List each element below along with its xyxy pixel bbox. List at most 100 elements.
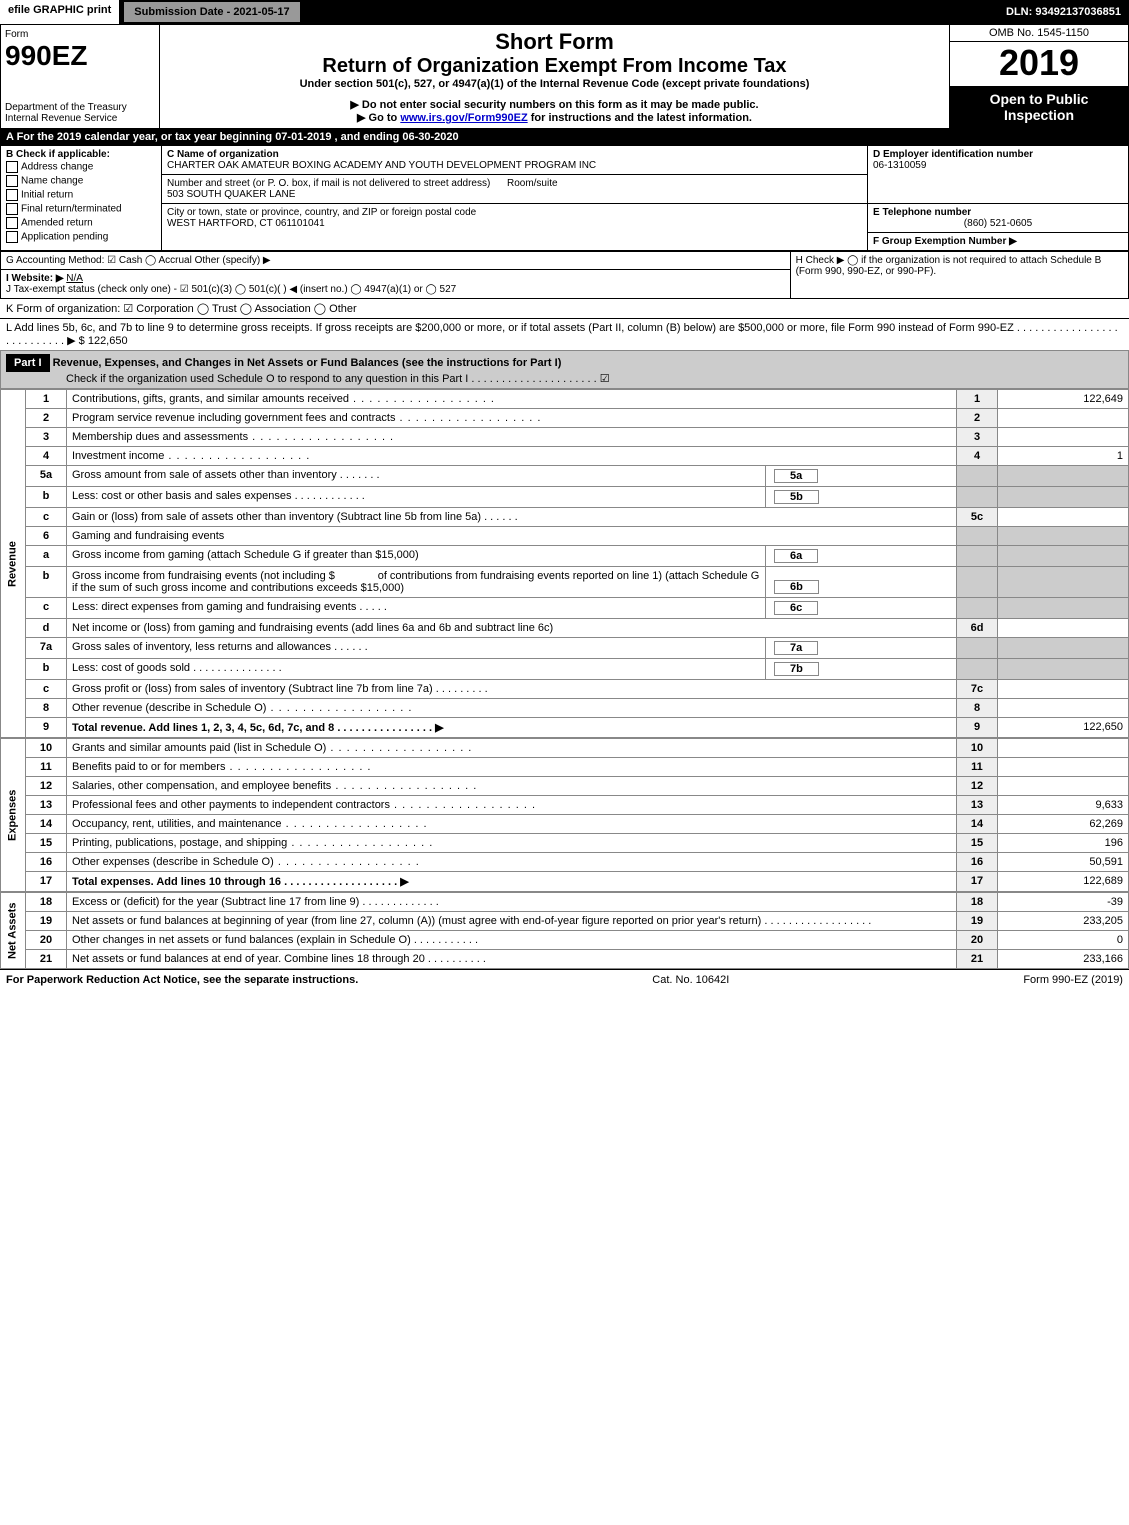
line-15-text: Printing, publications, postage, and shi…: [72, 837, 287, 849]
line-15-num: 15: [26, 834, 67, 853]
line-6d-val: [998, 619, 1129, 638]
room-label: Room/suite: [507, 178, 558, 189]
notice-ssn: ▶ Do not enter social security numbers o…: [164, 98, 945, 111]
city-value: WEST HARTFORD, CT 061101041: [167, 218, 862, 229]
line-17-num: 17: [26, 872, 67, 892]
line-4-num: 4: [26, 447, 67, 466]
line-8-val: [998, 699, 1129, 718]
line-11-rnum: 11: [957, 758, 998, 777]
line-3-rnum: 3: [957, 428, 998, 447]
line-5a-num: 5a: [26, 466, 67, 487]
checkbox-application-pending[interactable]: [6, 231, 18, 243]
line-20-val: 0: [998, 931, 1129, 950]
line-17-rnum: 17: [957, 872, 998, 892]
net-assets-table: Net Assets 18 Excess or (deficit) for th…: [0, 892, 1129, 969]
footer-right: Form 990-EZ (2019): [1023, 974, 1123, 986]
checkbox-final-return[interactable]: [6, 203, 18, 215]
line-19-num: 19: [26, 912, 67, 931]
line-6c-text: Less: direct expenses from gaming and fu…: [72, 601, 356, 613]
line-7a-text: Gross sales of inventory, less returns a…: [72, 641, 331, 653]
net-assets-vertical-label: Net Assets: [1, 893, 26, 969]
subtitle: Under section 501(c), 527, or 4947(a)(1)…: [164, 78, 945, 90]
line-5a-text: Gross amount from sale of assets other t…: [72, 469, 337, 481]
dln: DLN: 93492137036851: [1006, 6, 1129, 18]
line-6d-text: Net income or (loss) from gaming and fun…: [67, 619, 957, 638]
phone-value: (860) 521-0605: [873, 218, 1123, 229]
expenses-table: Expenses 10 Grants and similar amounts p…: [0, 738, 1129, 892]
line-6b-text1: Gross income from fundraising events (no…: [72, 570, 335, 582]
line-12-num: 12: [26, 777, 67, 796]
line-21-rnum: 21: [957, 950, 998, 969]
line-9-text: Total revenue. Add lines 1, 2, 3, 4, 5c,…: [67, 718, 957, 738]
footer-left: For Paperwork Reduction Act Notice, see …: [6, 974, 358, 986]
section-b-checkboxes: Address change Name change Initial retur…: [6, 160, 156, 244]
line-10-val: [998, 739, 1129, 758]
line-3-text: Membership dues and assessments: [72, 431, 248, 443]
line-4-rnum: 4: [957, 447, 998, 466]
line-7a-box: 7a: [774, 641, 818, 655]
line-1-num: 1: [26, 390, 67, 409]
line-14-val: 62,269: [998, 815, 1129, 834]
irs-link[interactable]: www.irs.gov/Form990EZ: [400, 112, 527, 124]
street-label: Number and street (or P. O. box, if mail…: [167, 178, 490, 189]
line-3-num: 3: [26, 428, 67, 447]
line-11-val: [998, 758, 1129, 777]
part1-check: Check if the organization used Schedule …: [6, 372, 1123, 385]
line-11-num: 11: [26, 758, 67, 777]
ghijk-table: G Accounting Method: ☑ Cash ◯ Accrual Ot…: [0, 251, 1129, 299]
line-5c-text: Gain or (loss) from sale of assets other…: [72, 511, 481, 523]
line-5b-num: b: [26, 487, 67, 508]
line-16-val: 50,591: [998, 853, 1129, 872]
city-label: City or town, state or province, country…: [167, 207, 862, 218]
open-public-inspection: Open to Public Inspection: [950, 86, 1129, 128]
footer-mid: Cat. No. 10642I: [652, 974, 729, 986]
line-18-val: -39: [998, 893, 1129, 912]
line-7a-num: 7a: [26, 638, 67, 659]
line-16-rnum: 16: [957, 853, 998, 872]
line-19-text: Net assets or fund balances at beginning…: [72, 915, 761, 927]
line-19-rnum: 19: [957, 912, 998, 931]
org-info-table: B Check if applicable: Address change Na…: [0, 145, 1129, 251]
line-5b-text: Less: cost or other basis and sales expe…: [72, 490, 292, 502]
checkbox-name-change[interactable]: [6, 175, 18, 187]
section-l: L Add lines 5b, 6c, and 7b to line 9 to …: [0, 319, 1129, 350]
section-h: H Check ▶ ◯ if the organization is not r…: [796, 255, 1123, 266]
street-value: 503 SOUTH QUAKER LANE: [167, 189, 862, 200]
line-18-num: 18: [26, 893, 67, 912]
page-footer: For Paperwork Reduction Act Notice, see …: [0, 969, 1129, 990]
line-8-num: 8: [26, 699, 67, 718]
line-2-rnum: 2: [957, 409, 998, 428]
section-b-label: B Check if applicable:: [6, 149, 156, 160]
section-d-label: D Employer identification number: [873, 149, 1123, 160]
line-20-num: 20: [26, 931, 67, 950]
cb-label-address: Address change: [21, 162, 93, 173]
omb-number: OMB No. 1545-1150: [950, 25, 1128, 42]
line-7b-box: 7b: [774, 662, 819, 676]
line-2-num: 2: [26, 409, 67, 428]
revenue-table: Revenue 1 Contributions, gifts, grants, …: [0, 389, 1129, 738]
line-9-num: 9: [26, 718, 67, 738]
top-bar: efile GRAPHIC print Submission Date - 20…: [0, 0, 1129, 24]
line-13-text: Professional fees and other payments to …: [72, 799, 390, 811]
form-header: Form 990EZ Department of the Treasury In…: [0, 24, 1129, 129]
org-name: CHARTER OAK AMATEUR BOXING ACADEMY AND Y…: [167, 160, 862, 171]
line-9-val: 122,650: [998, 718, 1129, 738]
line-8-text: Other revenue (describe in Schedule O): [72, 702, 266, 714]
section-i-label: I Website: ▶: [6, 273, 64, 284]
line-21-val: 233,166: [998, 950, 1129, 969]
line-4-text: Investment income: [72, 450, 164, 462]
section-l-value: 122,650: [88, 335, 128, 347]
line-12-val: [998, 777, 1129, 796]
line-16-num: 16: [26, 853, 67, 872]
line-7b-text: Less: cost of goods sold: [72, 662, 190, 674]
line-14-text: Occupancy, rent, utilities, and maintena…: [72, 818, 282, 830]
checkbox-address-change[interactable]: [6, 161, 18, 173]
short-form-title: Short Form: [164, 29, 945, 55]
checkbox-amended-return[interactable]: [6, 217, 18, 229]
checkbox-initial-return[interactable]: [6, 189, 18, 201]
line-1-val: 122,649: [998, 390, 1129, 409]
irs-label: Internal Revenue Service: [5, 113, 155, 124]
line-6a-text: Gross income from gaming (attach Schedul…: [72, 549, 419, 561]
line-6-text: Gaming and fundraising events: [67, 527, 957, 546]
section-h-sub: (Form 990, 990-EZ, or 990-PF).: [796, 266, 1123, 277]
